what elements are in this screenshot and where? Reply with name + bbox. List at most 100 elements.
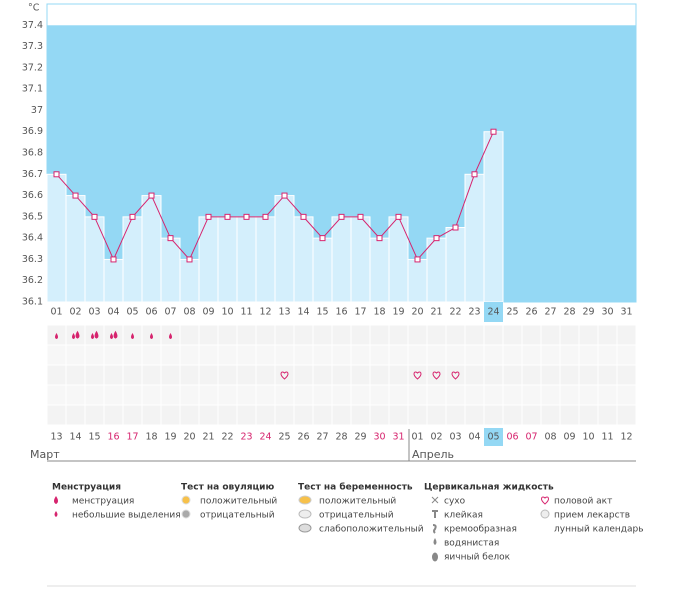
grid-cell — [578, 344, 599, 366]
grid-cell — [274, 324, 295, 346]
bar — [103, 258, 124, 303]
grid-cell — [331, 384, 352, 406]
point — [376, 235, 383, 242]
grid-cell — [65, 344, 86, 366]
grid-cell — [616, 364, 637, 386]
date-label: 11 — [601, 432, 613, 443]
point — [300, 213, 307, 220]
bar — [483, 131, 504, 303]
grid-cell — [350, 384, 371, 406]
legend-item: небольшие выделения — [72, 511, 181, 521]
grid-cell — [236, 344, 257, 366]
x-tick-label: 22 — [449, 307, 461, 318]
x-tick-label: 09 — [202, 307, 214, 318]
grid-cell — [559, 324, 580, 346]
grid-cell — [407, 384, 428, 406]
grid-cell — [331, 364, 352, 386]
legend-item: клейкая — [444, 511, 483, 521]
grid-cell — [445, 404, 466, 426]
selected-date — [484, 428, 503, 446]
grid-cell — [369, 364, 390, 386]
grid-cell — [350, 324, 371, 346]
date-label: 03 — [449, 432, 461, 443]
grid-cell — [65, 364, 86, 386]
grid-cell — [293, 384, 314, 406]
grid-cell — [483, 324, 504, 346]
grid-cell — [274, 364, 295, 386]
icon — [432, 552, 438, 562]
grid-cell — [521, 404, 542, 426]
grid-cell — [616, 404, 637, 426]
grid-cell — [483, 364, 504, 386]
x-tick-label: 28 — [563, 307, 575, 318]
grid-cell — [217, 364, 238, 386]
grid-cell — [578, 364, 599, 386]
bar — [217, 216, 238, 303]
bar — [312, 237, 333, 303]
grid-cell — [426, 384, 447, 406]
grid-cell — [103, 384, 124, 406]
legend-item: отрицательный — [200, 511, 275, 521]
grid-cell — [179, 324, 200, 346]
date-label: 29 — [354, 432, 366, 443]
grid-cell — [597, 324, 618, 346]
date-label: 20 — [183, 432, 195, 443]
grid-cell — [388, 384, 409, 406]
y-tick-label: 37.1 — [22, 84, 43, 95]
icon — [432, 510, 438, 518]
grid-cell — [198, 344, 219, 366]
grid-cell — [540, 384, 561, 406]
x-tick-label: 06 — [145, 307, 157, 318]
bar — [369, 237, 390, 303]
grid-cell — [464, 384, 485, 406]
legend-item: менструация — [72, 497, 134, 507]
grid-cell — [445, 344, 466, 366]
grid-cell — [84, 364, 105, 386]
point — [148, 192, 155, 199]
grid-cell — [521, 324, 542, 346]
grid-cell — [483, 344, 504, 366]
point — [129, 213, 136, 220]
bar — [46, 173, 67, 303]
x-tick-label: 03 — [88, 307, 100, 318]
bar — [407, 258, 428, 303]
point — [243, 213, 250, 220]
bar — [426, 237, 447, 303]
x-tick-label: 30 — [601, 307, 613, 318]
point — [395, 213, 402, 220]
bar — [331, 216, 352, 303]
grid-cell — [407, 404, 428, 426]
grid-cell — [502, 364, 523, 386]
date-label: 02 — [430, 432, 442, 443]
grid-cell — [217, 324, 238, 346]
grid-cell — [464, 404, 485, 426]
grid-cell — [502, 404, 523, 426]
grid-cell — [426, 324, 447, 346]
grid-cell — [426, 344, 447, 366]
y-tick-label: 36.7 — [22, 169, 43, 180]
legend-title: Цервикальная жидкость — [424, 483, 554, 493]
x-tick-label: 07 — [164, 307, 176, 318]
grid-cell — [597, 344, 618, 366]
grid-cell — [141, 384, 162, 406]
grid-cell — [369, 404, 390, 426]
bar — [179, 258, 200, 303]
grid-cell — [293, 324, 314, 346]
point — [167, 235, 174, 242]
grid-cell — [217, 384, 238, 406]
grid-cell — [274, 404, 295, 426]
grid-cell — [597, 384, 618, 406]
date-label: 10 — [582, 432, 594, 443]
grid-cell — [103, 404, 124, 426]
y-tick-label: 37.2 — [22, 62, 43, 73]
grid-cell — [160, 384, 181, 406]
grid-cell — [369, 344, 390, 366]
temperature-line — [56, 131, 494, 261]
grid-cell — [445, 364, 466, 386]
grid-cell — [388, 404, 409, 426]
grid-cell — [426, 364, 447, 386]
grid-cell — [445, 384, 466, 406]
grid-cell — [198, 404, 219, 426]
grid-cell — [198, 324, 219, 346]
grid-cell — [521, 364, 542, 386]
